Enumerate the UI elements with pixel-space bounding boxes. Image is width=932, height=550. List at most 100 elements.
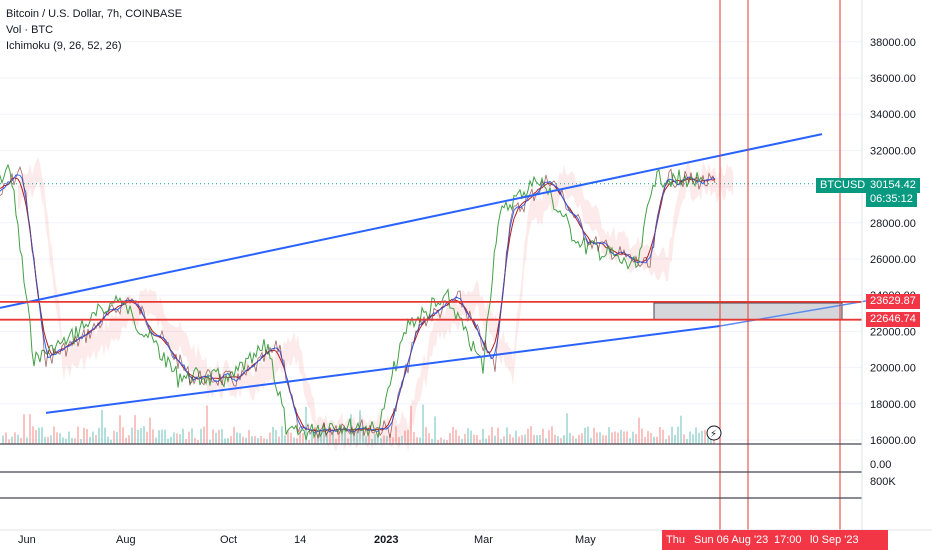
volume-bar — [245, 437, 247, 444]
lower-zero-label: 0.00 — [870, 459, 891, 471]
volume-bar — [164, 429, 166, 444]
volume-bar — [107, 436, 109, 444]
volume-bar — [110, 439, 112, 444]
y-tick-label: 26000.00 — [870, 254, 916, 266]
volume-bar — [230, 436, 232, 444]
volume-bar — [509, 434, 511, 444]
volume-bar — [26, 437, 28, 444]
chart-legend: Bitcoin / U.S. Dollar, 7h, COINBASE Vol … — [6, 6, 182, 54]
symbol-tag: BTCUSD — [816, 178, 870, 193]
volume-bar — [278, 436, 280, 444]
volume-bar — [377, 435, 379, 444]
volume-bar — [473, 434, 475, 444]
volume-bar — [683, 434, 685, 444]
volume-bar — [275, 430, 277, 444]
volume-bar — [443, 439, 445, 444]
price-axis: 16000.0018000.0020000.0022000.0024000.00… — [861, 0, 916, 530]
volume-bar — [593, 427, 595, 444]
volume-bar — [188, 431, 190, 444]
tenkan-line — [0, 174, 716, 434]
x-tick-label: Mar — [474, 534, 493, 546]
volume-bar — [152, 429, 154, 444]
volume-bar — [29, 414, 31, 444]
volume-bars — [2, 404, 715, 444]
price-path — [0, 165, 716, 440]
volume-bar — [77, 426, 79, 444]
volume-bar — [155, 437, 157, 444]
trendlines — [0, 133, 869, 414]
price-line — [0, 165, 716, 440]
volume-bar — [686, 439, 688, 444]
volume-bar — [290, 432, 292, 444]
time-tag-right: l0 Sep '23 — [806, 530, 888, 550]
volume-bar — [311, 431, 313, 444]
volume-bar — [158, 430, 160, 444]
volume-bar — [533, 434, 535, 444]
time-tag-left: Thu — [662, 530, 698, 550]
volume-bar — [494, 435, 496, 444]
legend-volume: Vol · BTC — [6, 24, 54, 36]
volume-bar — [308, 439, 310, 444]
volume-bar — [392, 437, 394, 444]
x-tick-label: Oct — [220, 534, 237, 546]
volume-bar — [542, 428, 544, 444]
volume-bar — [620, 429, 622, 444]
volume-bar — [179, 434, 181, 444]
volume-bar — [617, 432, 619, 444]
volume-bar — [59, 433, 61, 444]
volume-bar — [692, 434, 694, 444]
volume-bar — [614, 431, 616, 444]
legend-indicator: Ichimoku (9, 26, 52, 26) — [6, 40, 122, 52]
volume-bar — [446, 439, 448, 444]
volume-bar — [536, 435, 538, 444]
volume-bar — [176, 433, 178, 444]
volume-bar — [254, 436, 256, 444]
volume-bar — [515, 430, 517, 444]
y-tick-label: 38000.00 — [870, 37, 916, 49]
volume-bar — [689, 431, 691, 444]
level-tag-lower: 22646.74 — [866, 312, 920, 327]
volume-bar — [554, 434, 556, 444]
volume-bar — [50, 435, 52, 444]
volume-bar — [260, 436, 262, 444]
volume-bar — [95, 435, 97, 444]
volume-bar — [137, 429, 139, 444]
volume-bar — [17, 434, 19, 444]
volume-bar — [659, 427, 661, 444]
volume-bar — [14, 432, 16, 444]
lower-trendline — [45, 324, 721, 414]
volume-bar — [407, 429, 409, 444]
grid — [0, 41, 862, 441]
volume-bar — [32, 426, 34, 444]
volume-bar — [362, 426, 364, 444]
volume-bar — [248, 430, 250, 444]
volume-bar — [518, 436, 520, 444]
volume-bar — [56, 432, 58, 444]
volume-bar — [641, 428, 643, 444]
volume-bar — [464, 433, 466, 444]
volume-bar — [572, 435, 574, 444]
volume-bar — [644, 437, 646, 444]
volume-bar — [62, 437, 64, 444]
volume-bar — [626, 431, 628, 444]
volume-bar — [53, 426, 55, 444]
volume-bar — [326, 434, 328, 444]
volume-bar — [470, 430, 472, 444]
volume-bar — [11, 436, 13, 444]
volume-bar — [419, 437, 421, 444]
volume-bar — [119, 415, 121, 444]
volume-bar — [605, 435, 607, 444]
volume-bar — [482, 428, 484, 444]
volume-bar — [221, 429, 223, 444]
volume-bar — [383, 435, 385, 444]
volume-bar — [2, 435, 4, 444]
volume-bar — [425, 427, 427, 444]
volume-bar — [395, 426, 397, 444]
volume-bar — [368, 428, 370, 444]
y-tick-label: 34000.00 — [870, 109, 916, 121]
volume-bar — [131, 427, 133, 444]
volume-bar — [173, 432, 175, 444]
lower-vol-label: 800K — [870, 476, 896, 488]
volume-bar — [74, 438, 76, 444]
